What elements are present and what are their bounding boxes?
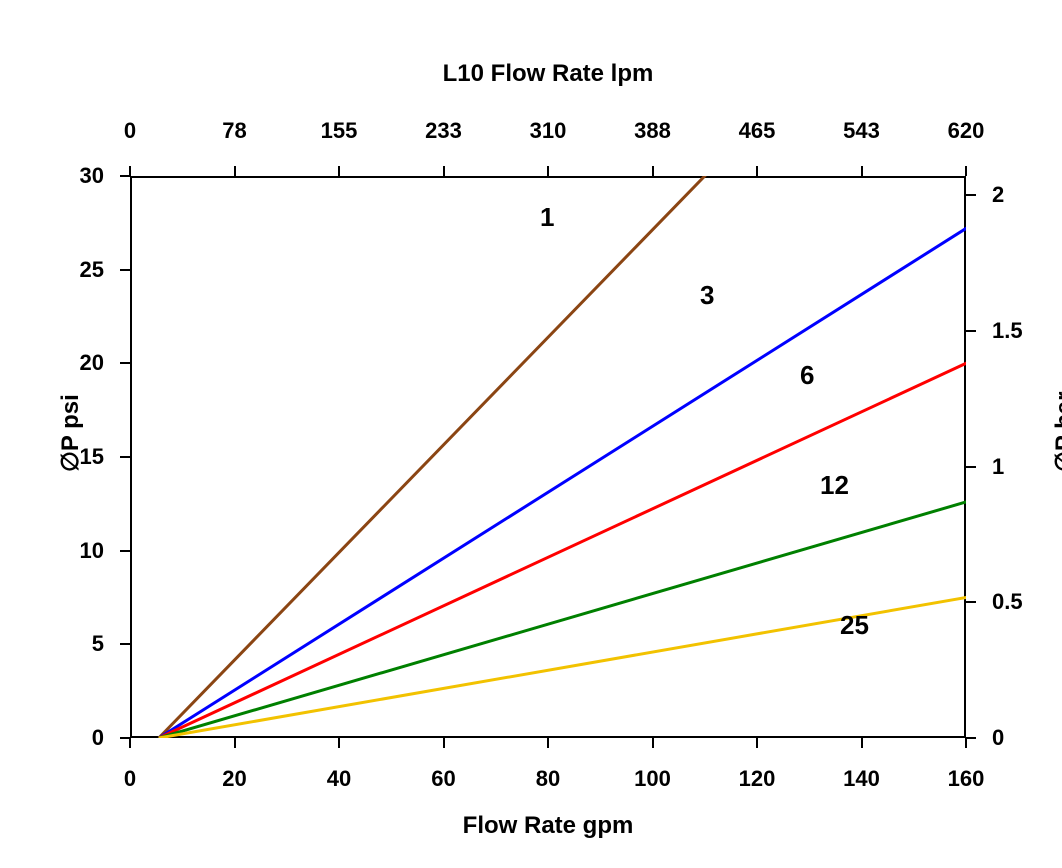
axis-tick-label: 0.5 bbox=[992, 589, 1023, 615]
series-label-3: 3 bbox=[700, 280, 714, 311]
series-label-6: 6 bbox=[800, 360, 814, 391]
axis-tick bbox=[966, 737, 976, 739]
axis-tick-label: 0 bbox=[124, 118, 136, 144]
axis-tick bbox=[966, 466, 976, 468]
axis-tick-label: 15 bbox=[80, 444, 104, 470]
axis-tick bbox=[120, 456, 130, 458]
series-line-3 bbox=[159, 127, 1062, 738]
axis-tick-label: 5 bbox=[92, 631, 104, 657]
axis-tick bbox=[756, 738, 758, 748]
axis-tick-label: 0 bbox=[124, 766, 136, 792]
axis-tick bbox=[120, 643, 130, 645]
axis-tick-label: 30 bbox=[80, 163, 104, 189]
axis-tick bbox=[547, 166, 549, 176]
axis-tick bbox=[965, 166, 967, 176]
axis-tick bbox=[338, 166, 340, 176]
axis-tick bbox=[234, 738, 236, 748]
axis-tick-label: 160 bbox=[948, 766, 985, 792]
series-label-25: 25 bbox=[840, 610, 869, 641]
axis-tick-label: 155 bbox=[321, 118, 358, 144]
axis-tick bbox=[966, 601, 976, 603]
axis-tick-label: 388 bbox=[634, 118, 671, 144]
axis-tick-label: 543 bbox=[843, 118, 880, 144]
axis-tick-label: 60 bbox=[431, 766, 455, 792]
axis-tick-label: 10 bbox=[80, 538, 104, 564]
axis-tick bbox=[966, 194, 976, 196]
axis-tick-label: 465 bbox=[739, 118, 776, 144]
axis-tick-label: 620 bbox=[948, 118, 985, 144]
axis-tick bbox=[120, 550, 130, 552]
axis-tick bbox=[965, 738, 967, 748]
series-line-1 bbox=[159, 64, 814, 738]
axis-tick-label: 2 bbox=[992, 182, 1004, 208]
axis-tick-label: 20 bbox=[222, 766, 246, 792]
axis-tick-label: 120 bbox=[739, 766, 776, 792]
axis-tick bbox=[120, 362, 130, 364]
axis-tick bbox=[443, 166, 445, 176]
series-line-12 bbox=[159, 455, 1062, 738]
axis-tick bbox=[129, 738, 131, 748]
axis-tick-label: 1.5 bbox=[992, 318, 1023, 344]
axis-tick-label: 233 bbox=[425, 118, 462, 144]
axis-tick bbox=[234, 166, 236, 176]
axis-tick-label: 40 bbox=[327, 766, 351, 792]
axis-tick-label: 140 bbox=[843, 766, 880, 792]
axis-tick-label: 100 bbox=[634, 766, 671, 792]
axis-tick-label: 20 bbox=[80, 350, 104, 376]
axis-tick-label: 0 bbox=[92, 725, 104, 751]
axis-tick bbox=[966, 330, 976, 332]
axis-tick bbox=[120, 737, 130, 739]
series-label-1: 1 bbox=[540, 202, 554, 233]
y-right-title: ∅P bar bbox=[1050, 391, 1062, 472]
axis-tick bbox=[652, 738, 654, 748]
axis-tick bbox=[443, 738, 445, 748]
axis-tick bbox=[120, 175, 130, 177]
chart-stage: { "canvas": { "width": 1062, "height": 8… bbox=[0, 0, 1062, 868]
axis-tick-label: 25 bbox=[80, 257, 104, 283]
axis-tick bbox=[861, 738, 863, 748]
x-top-title: L10 Flow Rate lpm bbox=[443, 60, 654, 88]
axis-tick bbox=[652, 166, 654, 176]
axis-tick bbox=[120, 269, 130, 271]
series-label-12: 12 bbox=[820, 470, 849, 501]
x-bottom-title: Flow Rate gpm bbox=[463, 812, 634, 840]
axis-tick-label: 1 bbox=[992, 454, 1004, 480]
axis-tick-label: 310 bbox=[530, 118, 567, 144]
axis-tick-label: 0 bbox=[992, 725, 1004, 751]
axis-tick bbox=[756, 166, 758, 176]
axis-tick bbox=[547, 738, 549, 748]
axis-tick-label: 80 bbox=[536, 766, 560, 792]
axis-tick bbox=[338, 738, 340, 748]
axis-tick bbox=[861, 166, 863, 176]
axis-tick-label: 78 bbox=[222, 118, 246, 144]
